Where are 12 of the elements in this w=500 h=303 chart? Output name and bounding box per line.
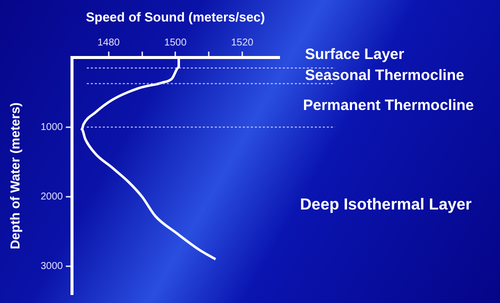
y-axis-title: Depth of Water (meters): [7, 102, 22, 250]
x-tick-label: 1480: [97, 37, 120, 48]
text: Seasonal Thermocline: [305, 67, 464, 84]
y-tick-label: 3000: [40, 260, 64, 272]
y-tick-label: 1000: [40, 122, 64, 133]
x-tick-label: 1520: [231, 37, 254, 48]
y-tick-label: 2000: [40, 191, 64, 202]
x-axis-title: Speed of Sound (meters/sec): [86, 9, 265, 24]
text: Surface Layer: [305, 46, 404, 64]
text: Deep Isothermal Layer: [300, 196, 472, 214]
text: Permanent Thermocline: [303, 97, 474, 114]
x-tick-label: 1500: [164, 37, 187, 48]
